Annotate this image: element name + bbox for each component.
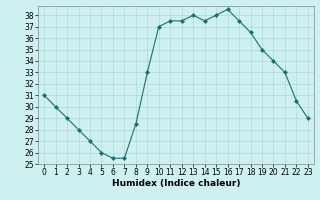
X-axis label: Humidex (Indice chaleur): Humidex (Indice chaleur) [112, 179, 240, 188]
